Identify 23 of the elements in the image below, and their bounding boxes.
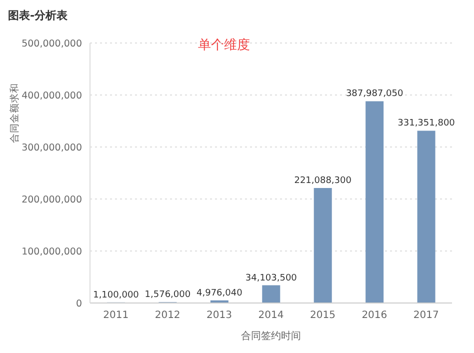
x-tick-label: 2011 [103,310,129,322]
y-tick-label: 0 [76,298,82,310]
data-label: 34,103,500 [245,273,298,284]
x-tick-label: 2015 [310,310,336,322]
data-label: 331,351,800 [398,118,456,129]
data-label: 1,100,000 [93,290,140,300]
x-tick-label: 2014 [258,310,284,322]
x-axis-title: 合同签约时间 [241,330,301,342]
y-axis-title: 合同金额求和 [8,83,20,143]
data-label: 221,088,300 [294,176,352,186]
x-tick-label: 2016 [362,310,388,322]
data-label: 1,576,000 [144,290,191,300]
x-tick-label: 2017 [413,310,439,322]
x-tick-label: 2013 [206,310,232,322]
y-tick-label: 300,000,000 [22,142,82,154]
y-tick-label: 200,000,000 [22,194,82,206]
x-tick-label: 2012 [154,310,180,322]
y-tick-label: 500,000,000 [22,38,82,50]
data-label: 387,987,050 [346,89,404,100]
data-label: 4,976,040 [196,288,243,298]
chart-title: 图表-分析表 [8,8,68,23]
y-tick-label: 400,000,000 [22,90,82,102]
y-tick-label: 100,000,000 [22,246,82,258]
